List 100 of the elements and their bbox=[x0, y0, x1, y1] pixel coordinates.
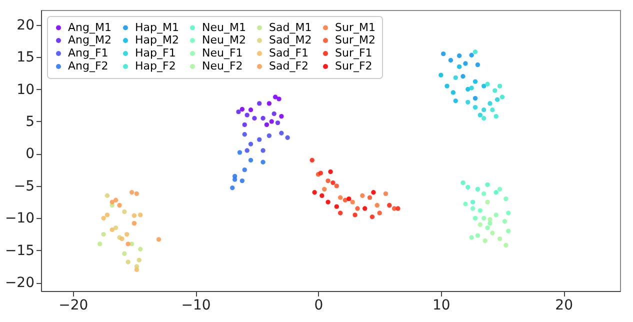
point bbox=[134, 267, 140, 272]
point bbox=[460, 180, 466, 186]
legend-label: Neu_F2 bbox=[202, 60, 243, 72]
point bbox=[110, 227, 114, 232]
point bbox=[481, 108, 486, 112]
point bbox=[478, 208, 482, 213]
point bbox=[362, 206, 368, 211]
point bbox=[374, 202, 380, 208]
point bbox=[371, 190, 376, 195]
point bbox=[497, 84, 502, 88]
point bbox=[279, 130, 284, 136]
point bbox=[504, 196, 508, 202]
point bbox=[248, 108, 254, 112]
point bbox=[318, 170, 324, 176]
point bbox=[104, 212, 110, 218]
point bbox=[248, 142, 254, 146]
legend-label: Sur_F1 bbox=[335, 46, 372, 60]
legend-label: Ang_M1 bbox=[68, 20, 112, 34]
point bbox=[438, 72, 444, 78]
point bbox=[481, 116, 486, 121]
point bbox=[272, 111, 276, 116]
point bbox=[396, 206, 400, 211]
point bbox=[472, 96, 478, 101]
point bbox=[504, 242, 508, 248]
point bbox=[466, 86, 470, 92]
point bbox=[346, 196, 352, 202]
legend-label: Ang_F2 bbox=[68, 60, 108, 72]
point bbox=[240, 106, 245, 112]
point bbox=[470, 200, 476, 204]
point bbox=[383, 191, 388, 196]
point bbox=[320, 193, 324, 198]
legend-label: Hap_F1 bbox=[135, 46, 176, 60]
point bbox=[126, 242, 130, 246]
point bbox=[463, 61, 468, 66]
point bbox=[469, 52, 474, 58]
point bbox=[355, 206, 360, 211]
point bbox=[242, 167, 247, 172]
point bbox=[328, 169, 333, 174]
point bbox=[481, 84, 486, 88]
point bbox=[478, 112, 482, 118]
y-tick-label: 5 bbox=[26, 114, 34, 130]
point bbox=[266, 101, 272, 106]
point bbox=[279, 114, 284, 119]
x-tick-label: −10 bbox=[181, 298, 211, 314]
point bbox=[122, 251, 127, 256]
point bbox=[101, 216, 106, 221]
point bbox=[275, 120, 280, 126]
point bbox=[352, 212, 358, 218]
point bbox=[134, 191, 140, 196]
point bbox=[488, 217, 492, 222]
point bbox=[469, 235, 474, 240]
point bbox=[453, 98, 458, 104]
legend-label: Sur_M2 bbox=[335, 34, 376, 46]
point bbox=[460, 74, 466, 79]
point bbox=[237, 150, 242, 155]
point bbox=[494, 212, 498, 218]
point bbox=[485, 200, 490, 204]
point bbox=[456, 53, 462, 58]
point bbox=[260, 160, 266, 164]
point bbox=[132, 220, 137, 226]
point bbox=[494, 97, 500, 102]
y-tick-label: −20 bbox=[4, 275, 34, 292]
point bbox=[264, 122, 270, 128]
point bbox=[232, 177, 238, 182]
legend-label: Hap_M2 bbox=[135, 34, 179, 46]
point bbox=[260, 148, 266, 153]
point bbox=[129, 190, 134, 195]
point bbox=[488, 220, 492, 226]
point bbox=[370, 214, 375, 220]
point bbox=[242, 122, 247, 128]
legend-label: Neu_F1 bbox=[202, 46, 243, 60]
x-tick-label: 0 bbox=[314, 298, 324, 314]
point bbox=[312, 190, 317, 195]
point bbox=[502, 219, 508, 224]
legend-label: Sur_M1 bbox=[335, 20, 376, 34]
point bbox=[387, 202, 392, 208]
point bbox=[230, 186, 235, 190]
legend-label: Sad_M1 bbox=[269, 20, 312, 34]
point bbox=[472, 79, 478, 84]
point bbox=[453, 75, 458, 80]
point bbox=[485, 182, 490, 187]
point bbox=[138, 212, 143, 218]
point bbox=[472, 50, 478, 54]
legend-label: Sad_F1 bbox=[269, 46, 309, 60]
point bbox=[506, 228, 511, 234]
point bbox=[110, 200, 114, 204]
point bbox=[350, 200, 355, 204]
point bbox=[497, 186, 502, 192]
point bbox=[248, 158, 254, 163]
point bbox=[338, 210, 343, 216]
point bbox=[478, 222, 482, 227]
point bbox=[334, 184, 339, 188]
point bbox=[326, 200, 330, 204]
point bbox=[117, 202, 122, 208]
point bbox=[266, 133, 272, 138]
point bbox=[104, 193, 110, 198]
point bbox=[257, 101, 262, 106]
y-tick-label: 10 bbox=[16, 82, 34, 98]
point bbox=[276, 96, 282, 102]
point bbox=[490, 230, 495, 236]
